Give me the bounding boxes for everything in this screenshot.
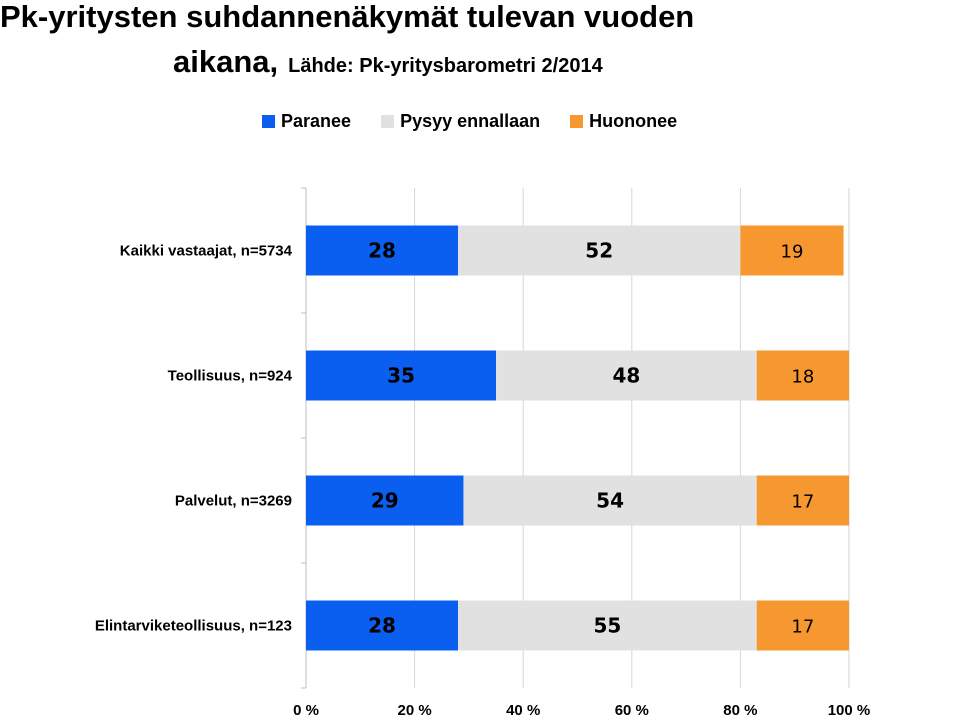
category-label: Palvelut, n=3269 (175, 493, 292, 510)
data-label: 19 (781, 242, 804, 263)
bar-segment (496, 350, 757, 401)
data-label: 18 (791, 367, 814, 388)
data-label: 17 (791, 617, 814, 638)
legend-swatch-pysyy-ennallaan (381, 115, 395, 128)
data-label: 54 (596, 489, 624, 513)
legend-label-paranee: Paranee (281, 111, 352, 131)
legend-swatch-paranee (262, 115, 275, 128)
data-label: 48 (612, 364, 640, 388)
legend-item-huononee: Huononee (570, 111, 677, 132)
bar-segment (740, 225, 844, 276)
bar-segment (306, 475, 464, 526)
legend-swatch-huononee (570, 115, 584, 128)
data-label: 28 (368, 614, 396, 638)
x-tick-label: 20 % (397, 702, 431, 719)
data-label: 55 (593, 614, 621, 638)
category-label: Elintarviketeollisuus, n=123 (95, 618, 292, 635)
category-label: Kaikki vastaajat, n=5734 (120, 243, 293, 260)
legend-label-huononee: Huononee (589, 111, 678, 131)
data-label: 28 (368, 239, 396, 263)
bar-segment (306, 600, 459, 651)
x-tick-label: 0 % (293, 702, 319, 719)
chart-source: Lähde: Pk-yritysbarometri 2/2014 (288, 55, 603, 77)
x-tick-label: 40 % (506, 702, 540, 719)
x-tick-label: 80 % (723, 702, 757, 719)
legend-item-pysyy-ennallaan: Pysyy ennallaan (381, 111, 540, 132)
chart-title-continued: aikana, Lähde: Pk-yritysbarometri 2/2014 (173, 42, 603, 88)
chart-title: Pk-yritysten suhdannenäkymät tulevan vuo… (0, 0, 695, 34)
legend: Paranee Pysyy ennallaan Huononee (262, 111, 707, 132)
data-label: 29 (371, 489, 399, 513)
data-label: 52 (585, 239, 613, 263)
x-tick-label: 60 % (615, 702, 649, 719)
legend-item-paranee: Paranee (262, 111, 351, 132)
data-label: 17 (791, 492, 814, 513)
chart-title-line2: aikana, (173, 44, 279, 79)
bar-segment (458, 600, 757, 651)
bar-segment (306, 225, 459, 276)
bar-segment (756, 600, 849, 651)
bar-segment (306, 350, 497, 401)
bar-segment (756, 350, 849, 401)
category-label: Teollisuus, n=924 (168, 368, 293, 385)
x-tick-label: 100 % (828, 702, 871, 719)
bar-segment (756, 475, 849, 526)
data-label: 35 (387, 364, 415, 388)
bar-segment (463, 475, 757, 526)
bar-segment (458, 225, 741, 276)
legend-label-pysyy-ennallaan: Pysyy ennallaan (400, 111, 541, 131)
